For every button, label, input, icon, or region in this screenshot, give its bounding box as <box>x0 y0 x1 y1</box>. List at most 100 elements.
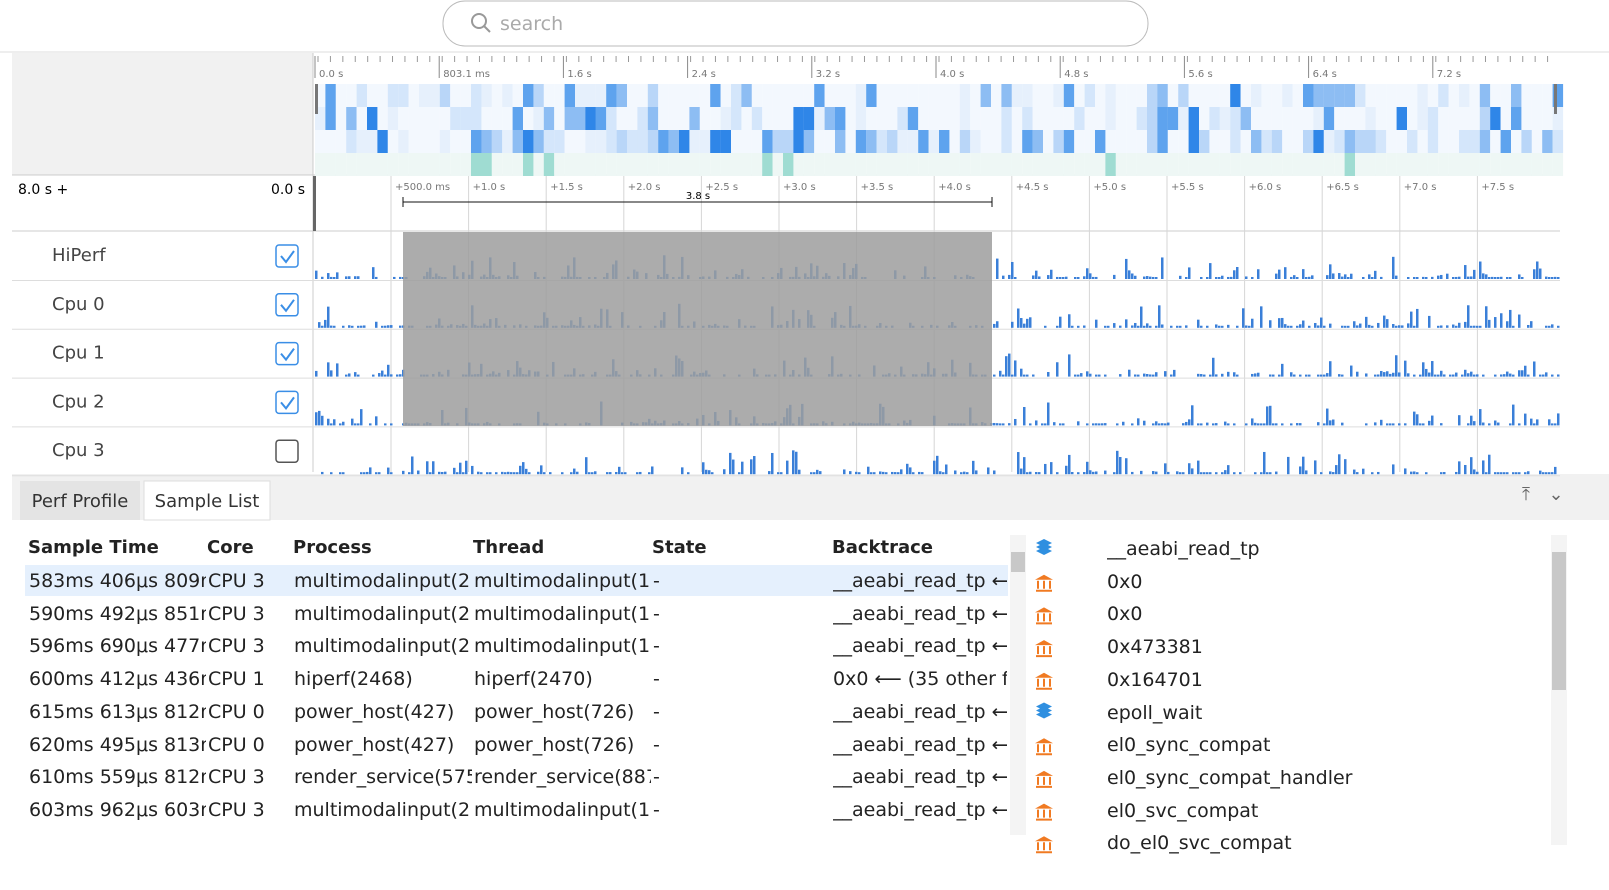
track-checkbox[interactable] <box>275 439 299 463</box>
heat-cell <box>377 107 388 130</box>
track-checkbox[interactable] <box>275 390 299 415</box>
sample-spike <box>1509 276 1512 279</box>
sample-spike <box>1095 423 1098 426</box>
selection-label: 3.8 s <box>686 191 710 202</box>
sample-spike <box>1356 472 1359 475</box>
heat-cell <box>1313 130 1324 153</box>
sample-spike <box>1260 306 1263 328</box>
sample-spike <box>1281 423 1284 426</box>
heat-cell <box>1469 153 1480 176</box>
sample-spike <box>1455 325 1458 328</box>
heat-cell <box>855 130 867 153</box>
sample-spike <box>1470 457 1473 475</box>
track-checkbox[interactable] <box>275 293 299 317</box>
heat-cell <box>606 107 617 130</box>
heat-cell <box>887 84 898 107</box>
sample-spike <box>1218 277 1221 279</box>
sample-spike <box>1203 374 1206 377</box>
heat-cell <box>1022 107 1033 130</box>
heat-cell <box>1542 84 1553 107</box>
heat-cell <box>1313 84 1324 107</box>
sample-spike <box>1428 420 1431 426</box>
tab[interactable] <box>143 480 271 521</box>
sample-spike <box>1023 374 1026 377</box>
track-checkbox[interactable] <box>275 341 299 366</box>
heat-cell <box>1438 130 1449 153</box>
track-checkbox[interactable] <box>275 244 299 268</box>
heat-cell <box>1479 130 1491 153</box>
sample-spike <box>399 276 402 279</box>
ruler-tick-label: +2.0 s <box>628 182 661 193</box>
sample-spike <box>771 452 774 475</box>
timeline-tick-label: 5.6 s <box>1188 69 1212 80</box>
scroll-thumb[interactable] <box>1011 552 1025 572</box>
heat-cell <box>616 107 628 130</box>
table-cell: CPU 3 <box>208 635 265 658</box>
sample-spike <box>1296 423 1299 426</box>
sample-spike <box>1131 325 1134 328</box>
sample-spike <box>1227 276 1230 279</box>
sample-spike <box>1518 370 1521 377</box>
sample-spike <box>1086 461 1089 475</box>
heat-cell <box>1136 153 1148 176</box>
heat-cell <box>876 84 888 107</box>
collapse-icon[interactable]: ⌄ <box>1548 484 1563 505</box>
heat-cell <box>1355 153 1366 176</box>
table-cell: CPU 3 <box>208 798 265 821</box>
heat-cell <box>1136 107 1148 130</box>
sample-spike <box>1485 306 1488 328</box>
sample-spike <box>1404 468 1407 475</box>
heat-cell <box>564 84 576 107</box>
sample-spike <box>1086 371 1089 377</box>
heat-cell <box>918 153 929 176</box>
sample-spike <box>315 270 318 279</box>
sample-spike <box>1539 268 1542 279</box>
sample-spike <box>345 374 348 377</box>
heat-cell <box>731 153 742 176</box>
sample-spike <box>1398 372 1401 377</box>
heat-cell <box>1230 107 1241 130</box>
sample-spike <box>1143 373 1146 377</box>
search-icon <box>483 25 491 33</box>
heat-cell <box>1167 153 1179 176</box>
heat-cell <box>1063 84 1075 107</box>
heat-cell <box>585 130 596 153</box>
heat-cell <box>1115 153 1127 176</box>
table-cell: power_host(726) <box>474 733 635 756</box>
sample-spike <box>1545 372 1548 377</box>
frame-icon <box>1035 770 1053 788</box>
search-box[interactable] <box>442 0 1149 47</box>
sample-spike <box>1278 318 1281 328</box>
expand-icon[interactable]: ⤒ <box>1522 484 1530 505</box>
heat-cell <box>658 84 669 107</box>
sample-spike <box>1350 273 1353 279</box>
heat-cell <box>450 130 461 153</box>
sample-spike <box>1404 360 1407 377</box>
sample-spike <box>1029 471 1032 475</box>
scrollbar[interactable] <box>1010 535 1026 835</box>
sample-spike <box>1167 471 1170 475</box>
heat-cell <box>429 84 440 107</box>
sample-spike <box>1014 276 1017 279</box>
heat-cell <box>668 153 680 176</box>
table-cell: 0x0 ⟵ (35 other fra <box>833 668 1007 691</box>
table-cell: 610ms 559μs 812n <box>29 766 206 789</box>
scroll-thumb[interactable] <box>1552 552 1566 690</box>
sample-spike <box>1065 465 1068 475</box>
sample-spike <box>1008 423 1011 426</box>
frame-icon <box>1035 574 1053 592</box>
table-cell: __aeabi_read_tp ⟵ <box>833 733 1007 756</box>
heat-cell <box>1011 130 1023 153</box>
heat-cell <box>1240 153 1252 176</box>
sample-spike <box>1056 472 1059 475</box>
table-cell: - <box>653 700 660 723</box>
sample-spike <box>348 276 351 279</box>
sample-spike <box>1155 372 1158 377</box>
sample-spike <box>1455 276 1458 279</box>
sample-spike <box>1257 372 1260 377</box>
tab[interactable] <box>20 481 140 520</box>
sample-spike <box>1050 269 1053 279</box>
sample-spike <box>1455 471 1458 475</box>
table-cell: multimodalinput(2 <box>294 798 471 821</box>
